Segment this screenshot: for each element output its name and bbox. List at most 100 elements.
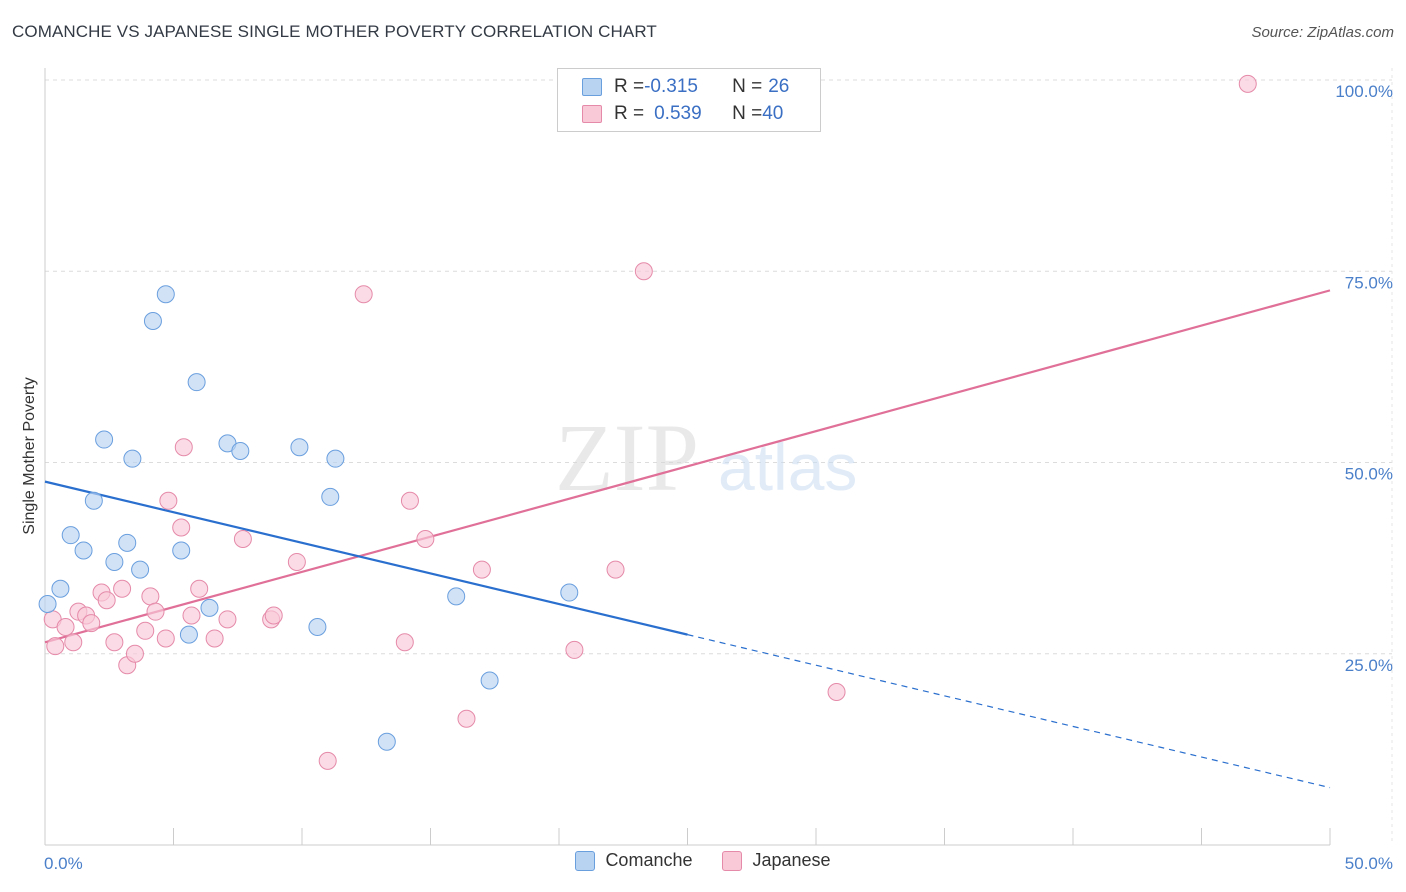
data-point-japanese [457,709,476,728]
data-point-japanese [287,552,306,571]
data-point-comanche [131,560,150,579]
watermark-atlas: atlas [718,430,857,504]
stats-legend: R = -0.315 N = 26 R = 0.539 N = 40 [557,68,821,132]
data-point-comanche [105,552,124,571]
legend-row-japanese: R = 0.539 N = 40 [582,101,783,127]
data-point-comanche [84,491,103,510]
legend-r-value: -0.315 [644,76,698,97]
y-tick-label: 25.0% [1345,656,1393,675]
data-point-japanese [395,633,414,652]
data-point-japanese [156,629,175,648]
series-legend-comanche[interactable]: Comanche [575,850,692,871]
axes [44,68,1393,846]
x-tick-label: 50.0% [1345,854,1393,873]
data-points [38,74,1257,770]
data-point-japanese [354,285,373,304]
legend-n-value: 40 [762,103,784,124]
data-point-comanche [61,526,80,545]
y-tick-label: 50.0% [1345,465,1393,484]
data-point-comanche [290,438,309,457]
data-point-comanche [38,595,57,614]
y-axis-title: Single Mother Poverty [21,377,38,534]
data-point-comanche [231,442,250,461]
series-legend: Comanche Japanese [0,850,1406,871]
data-point-comanche [95,430,114,449]
legend-swatch-comanche [582,78,602,96]
series-swatch-japanese [722,850,743,871]
data-point-japanese [146,602,165,621]
data-point-japanese [82,614,101,633]
data-point-japanese [141,587,160,606]
legend-r-label: R = [614,103,645,124]
legend-r-value: 0.539 [654,103,702,124]
data-point-comanche [172,541,191,560]
watermark: ZIP atlas [555,404,857,511]
data-point-japanese [125,644,144,663]
data-point-comanche [480,671,499,690]
y-tick-label: 100.0% [1335,82,1393,101]
data-point-comanche [179,625,198,644]
legend-n-value: 26 [768,76,790,97]
data-point-japanese [182,606,201,625]
data-point-comanche [308,617,327,636]
data-point-comanche [377,732,396,751]
gridlines [45,79,1392,655]
tick-labels: 25.0% 50.0% 75.0% 100.0% 0.0% 50.0% [44,82,1393,873]
watermark-zip: ZIP [555,404,699,511]
data-point-japanese [827,683,846,701]
data-point-japanese [1238,74,1257,93]
legend-swatch-japanese [582,105,602,123]
data-point-japanese [233,530,252,548]
x-tick-label: 0.0% [44,854,83,873]
series-label-comanche: Comanche [605,850,693,870]
y-tick-label: 75.0% [1345,273,1393,292]
data-point-comanche [156,285,175,304]
data-point-comanche [326,449,345,468]
legend-n-label: N = [732,103,763,124]
data-point-comanche [51,579,70,598]
data-point-comanche [187,373,206,392]
data-point-comanche [123,449,142,468]
series-legend-japanese[interactable]: Japanese [722,850,831,871]
data-point-japanese [205,629,224,648]
data-point-japanese [218,610,237,629]
data-point-japanese [113,579,132,598]
data-point-comanche [321,487,340,506]
trend-lines [44,289,1331,789]
data-point-comanche [143,311,162,330]
data-point-japanese [416,530,435,548]
data-point-comanche [74,541,93,560]
trend-line-comanche [44,480,688,636]
series-label-japanese: Japanese [752,850,831,870]
source-label: Source: ZipAtlas.com [1251,24,1394,41]
data-point-japanese [318,751,337,770]
data-point-japanese [634,262,653,281]
data-point-japanese [46,637,65,656]
legend-r-label: R = [614,76,645,97]
series-swatch-comanche [575,850,596,871]
legend-row-comanche: R = -0.315 N = 26 [582,74,789,100]
data-point-comanche [118,533,137,552]
trend-line-comanche-extension [687,634,1331,789]
data-point-japanese [400,491,419,510]
data-point-japanese [64,633,83,652]
data-point-japanese [172,518,191,537]
data-point-comanche [200,598,219,617]
data-point-japanese [105,633,124,652]
data-point-japanese [159,491,178,510]
legend-n-label: N = [732,76,763,97]
data-point-japanese [606,560,625,579]
data-point-japanese [56,617,75,636]
data-point-japanese [136,621,155,640]
data-point-japanese [472,560,491,579]
data-point-comanche [560,583,579,602]
trend-line-japanese [44,289,1331,644]
data-point-japanese [174,438,193,457]
data-point-japanese [264,606,283,625]
data-point-comanche [447,587,466,606]
data-point-japanese [97,591,116,610]
data-point-japanese [190,579,209,598]
chart-title: COMANCHE VS JAPANESE SINGLE MOTHER POVER… [12,22,657,41]
data-point-japanese [565,640,584,659]
